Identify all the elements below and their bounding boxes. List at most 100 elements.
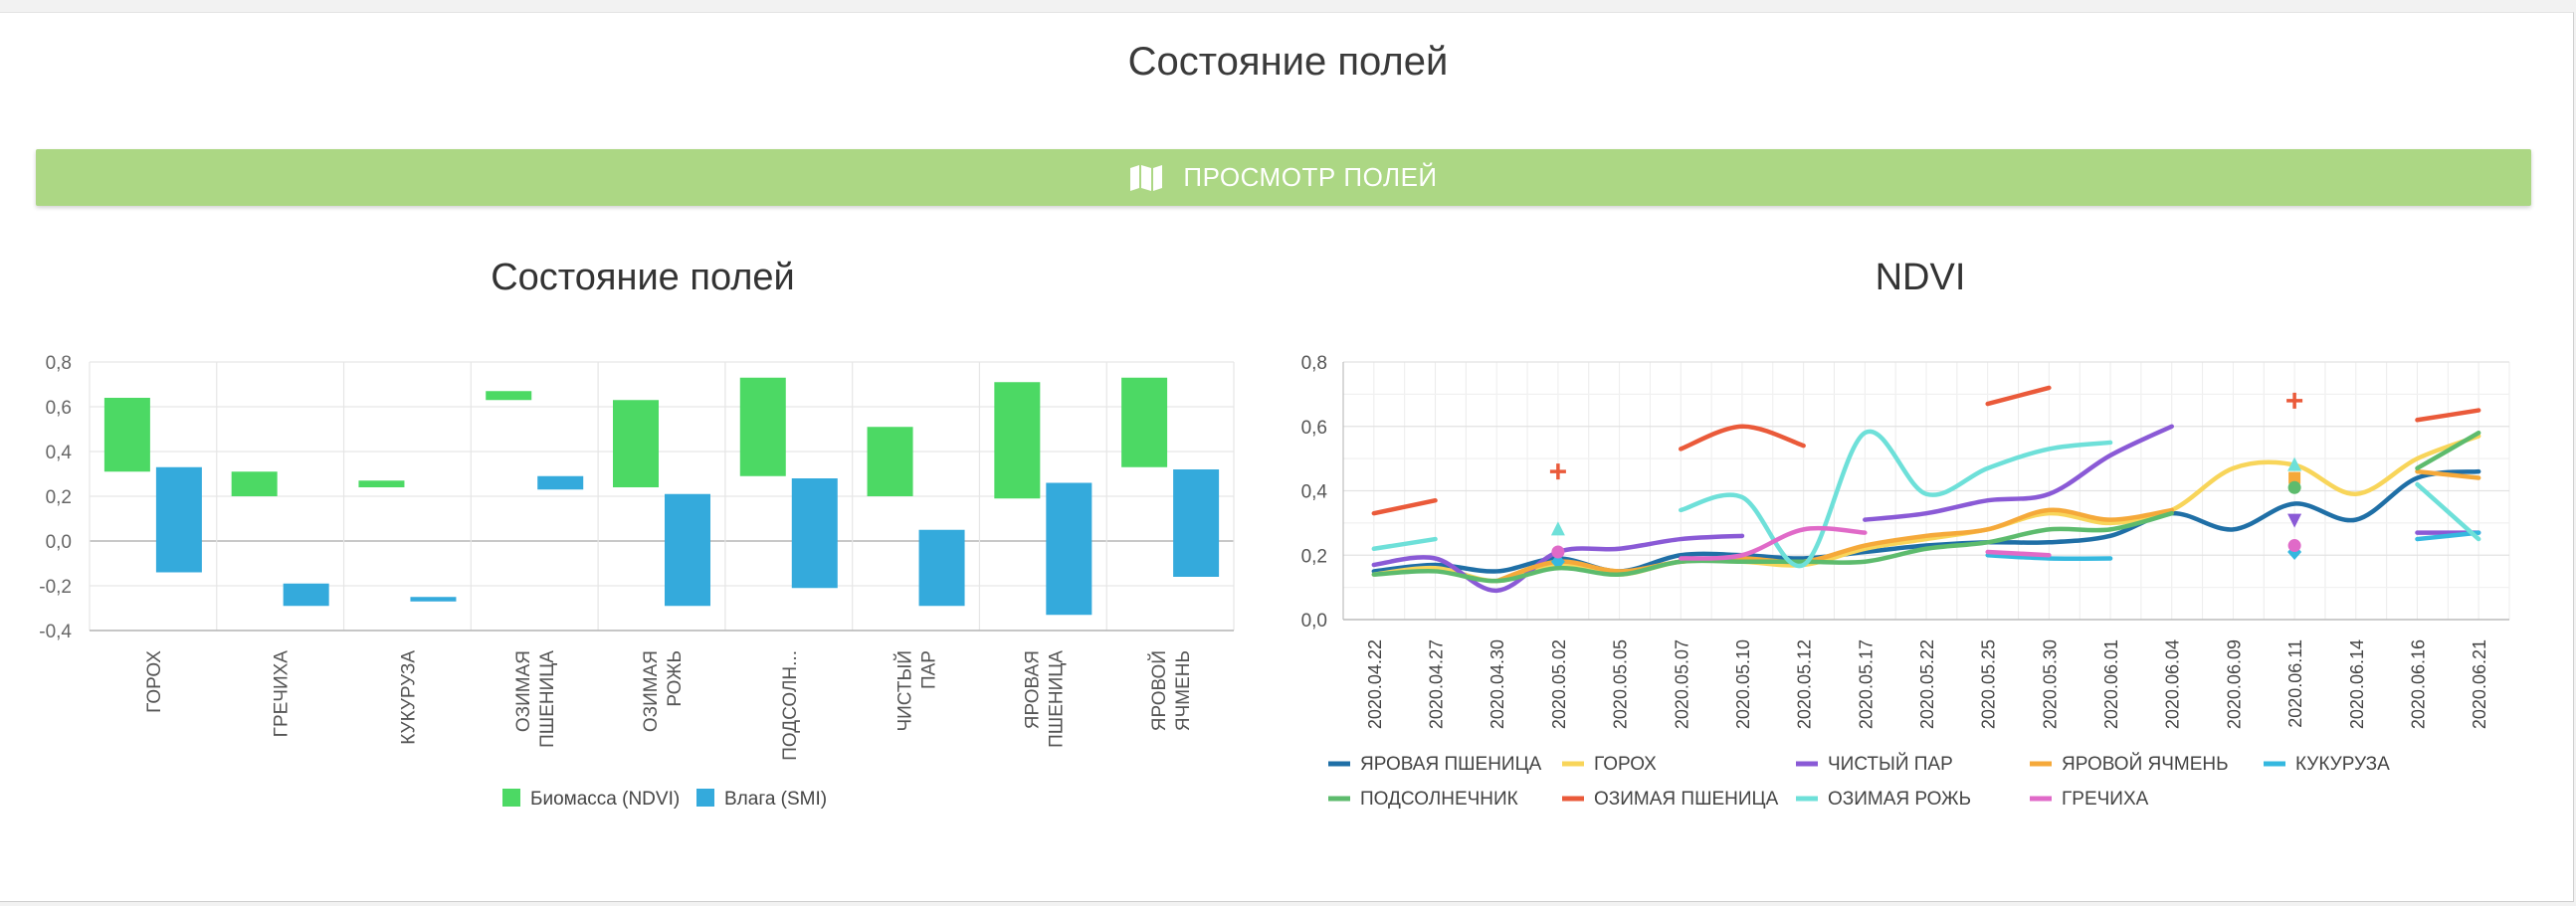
page-title: Состояние полей xyxy=(1127,40,1449,84)
point-озимая-пшеница xyxy=(1549,463,1566,480)
point-кукуруза xyxy=(1550,553,1565,570)
y-tick-label: 0,4 xyxy=(46,443,73,463)
y-tick-label: 0,0 xyxy=(1301,611,1327,632)
bar-влага-smi-озимая-рожь xyxy=(665,493,710,607)
legend-label: ГРЕЧИХА xyxy=(2062,789,2149,810)
y-tick-label: 0,8 xyxy=(46,353,72,374)
bar-влага-smi-чистый-пар xyxy=(918,529,965,607)
map-icon xyxy=(1130,164,1163,191)
legend-label: ЯРОВОЙ ЯЧМЕНЬ xyxy=(2062,753,2229,775)
legend-label: КУКУРУЗА xyxy=(2295,754,2390,775)
x-category-label: ЯРОВОЙ xyxy=(1148,650,1170,731)
bar-биомасса-ndvi-подсолн xyxy=(739,377,786,476)
x-category-label: ПШЕНИЦА xyxy=(537,650,558,748)
bar-биомасса-ndvi-яровая-пшеница xyxy=(994,382,1041,499)
y-tick-label: 0,0 xyxy=(46,532,72,553)
x-category-label: ГОРОХ xyxy=(144,650,165,713)
legend-label: ПОДСОЛНЕЧНИК xyxy=(1360,789,1518,810)
series-line-кукуруза xyxy=(1985,553,2113,561)
bar-влага-smi-озимая-пшеница xyxy=(537,475,584,490)
series-line-озимая-рожь xyxy=(1679,429,2113,569)
legend-label: ГОРОХ xyxy=(1594,754,1657,775)
legend-label: Влага (SMI) xyxy=(724,789,827,810)
x-category-label: ЧИСТЫЙ xyxy=(894,650,916,732)
bar-chart-title: Состояние полей xyxy=(491,257,795,298)
x-date-label: 2020.05.25 xyxy=(1979,639,1999,729)
series-line-кукуруза xyxy=(2415,530,2481,542)
point-гречиха xyxy=(2287,539,2301,553)
bar-биомасса-ndvi-озимая-рожь xyxy=(613,400,659,487)
x-category-label: КУКУРУЗА xyxy=(398,650,419,745)
y-tick-label: 0,2 xyxy=(1301,546,1327,567)
point-чистый-пар xyxy=(2287,513,2302,528)
y-tick-label: 0,4 xyxy=(1301,482,1328,503)
point-озимая-пшеница xyxy=(2286,392,2303,409)
x-date-label: 2020.06.01 xyxy=(2101,639,2121,729)
x-date-label: 2020.06.21 xyxy=(2470,639,2489,729)
series-line-озимая-рожь xyxy=(2415,481,2481,542)
x-category-label: ОЗИМАЯ xyxy=(513,650,534,732)
y-tick-label: 0,8 xyxy=(1301,353,1327,374)
x-date-label: 2020.06.11 xyxy=(2285,639,2305,728)
bar-биомасса-ndvi-чистый-пар xyxy=(867,427,913,496)
bar-биомасса-ndvi-кукуруза xyxy=(358,480,405,487)
x-category-label: ЯЧМЕНЬ xyxy=(1173,650,1194,731)
field-state-bar-chart: 0,8 0,6 0,4 0,2 0,0 -0,2 -0,4 ГОРОХ ГРЕЧИХА КУКУР… xyxy=(39,353,1235,810)
series-line-озимая-пшеница xyxy=(2415,408,2481,423)
x-date-label: 2020.05.02 xyxy=(1549,639,1569,729)
x-date-label: 2020.05.12 xyxy=(1795,639,1815,729)
series-line-чистый-пар xyxy=(1863,424,2174,522)
legend-label: Биомасса (NDVI) xyxy=(530,789,680,810)
series-line-подсолнечник xyxy=(2415,430,2481,471)
x-category-label: ПОДСОЛН... xyxy=(780,650,801,761)
x-date-label: 2020.04.30 xyxy=(1487,639,1507,729)
x-date-label: 2020.06.14 xyxy=(2347,639,2367,729)
y-tick-label: -0,2 xyxy=(39,577,72,598)
legend-label: ОЗИМАЯ РОЖЬ xyxy=(1828,789,1971,810)
x-date-label: 2020.06.09 xyxy=(2224,639,2244,729)
y-tick-label: 0,6 xyxy=(46,398,72,419)
bar-влага-smi-кукуруза xyxy=(410,597,457,602)
x-date-label: 2020.06.16 xyxy=(2408,639,2428,729)
x-date-label: 2020.04.27 xyxy=(1427,639,1447,729)
series-line-озимая-пшеница xyxy=(1679,424,1806,452)
legend-label: ЯРОВАЯ ПШЕНИЦА xyxy=(1360,754,1542,775)
bar-влага-smi-подсолн xyxy=(791,478,838,589)
legend-label: ЧИСТЫЙ ПАР xyxy=(1828,753,1953,775)
point-гречиха xyxy=(1551,545,1565,559)
x-date-label: 2020.05.30 xyxy=(2040,639,2060,729)
series-line-гречиха xyxy=(1679,525,1868,561)
legend-swatch-биомасса-ndvi xyxy=(502,789,520,807)
view-fields-button[interactable]: ПРОСМОТР ПОЛЕЙ xyxy=(36,149,2531,206)
point-подсолнечник xyxy=(2287,480,2301,494)
series-line-яровой-ячмень xyxy=(1493,507,2174,584)
x-category-label: ГРЕЧИХА xyxy=(272,650,293,738)
x-date-label: 2020.05.05 xyxy=(1611,639,1631,729)
ndvi-line-chart: 0,8 0,6 0,4 0,2 0,0 2020.04.22 2020.04.27 2020.… xyxy=(1301,353,2510,810)
x-date-label: 2020.05.22 xyxy=(1917,639,1937,729)
legend-label: ОЗИМАЯ ПШЕНИЦА xyxy=(1594,789,1779,810)
x-category-label: ПАР xyxy=(919,650,940,689)
x-category-label: РОЖЬ xyxy=(665,650,686,707)
y-tick-label: -0,4 xyxy=(39,622,72,642)
series-line-подсолнечник xyxy=(1371,510,2174,584)
x-date-label: 2020.05.07 xyxy=(1672,639,1691,729)
x-date-label: 2020.04.22 xyxy=(1365,639,1385,729)
point-озимая-рожь xyxy=(1550,521,1565,536)
bar-биомасса-ndvi-яровой-ячмень xyxy=(1121,377,1168,467)
ndvi-chart-title: NDVI xyxy=(1875,257,1966,298)
series-line-озимая-рожь xyxy=(1371,536,1438,552)
bar-влага-smi-горох xyxy=(155,466,202,573)
series-line-озимая-пшеница xyxy=(1371,497,1438,516)
x-date-label: 2020.05.17 xyxy=(1856,639,1876,729)
y-tick-label: 0,2 xyxy=(46,487,72,508)
view-fields-label: ПРОСМОТР ПОЛЕЙ xyxy=(1183,162,1438,192)
series-line-гречиха xyxy=(1985,549,2052,558)
bar-биомасса-ndvi-гречиха xyxy=(231,471,278,496)
x-category-label: ПШЕНИЦА xyxy=(1046,650,1067,748)
bar-влага-smi-яровая-пшеница xyxy=(1046,482,1092,616)
x-date-label: 2020.05.10 xyxy=(1733,639,1753,729)
point-яровой-ячмень xyxy=(2288,471,2301,484)
y-tick-label: 0,6 xyxy=(1301,418,1327,439)
point-озимая-рожь xyxy=(2287,456,2302,471)
